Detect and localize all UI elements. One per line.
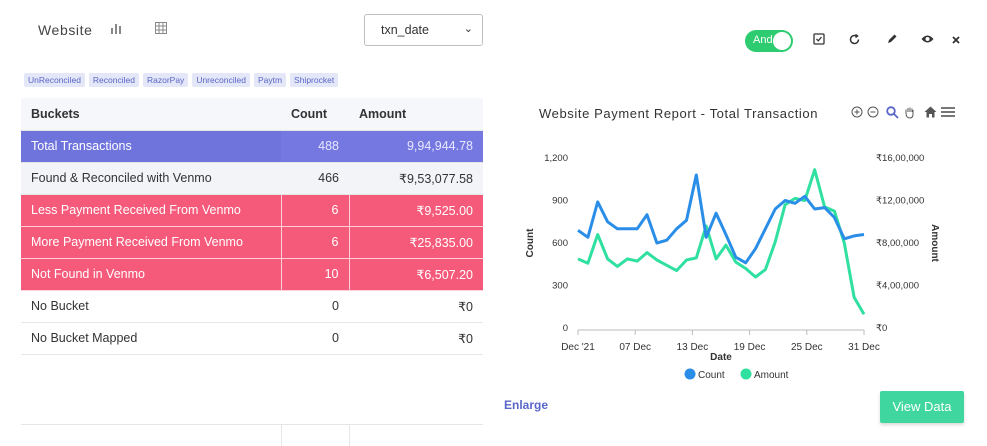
filter-tag[interactable]: Unreconciled bbox=[192, 73, 250, 87]
bucket-name: Not Found in Venmo bbox=[21, 258, 281, 291]
table-row[interactable]: Not Found in Venmo 10 ₹6,507.20 bbox=[21, 258, 483, 291]
y-right-tick-label: ₹12,00,000 bbox=[876, 196, 924, 207]
bucket-count: 0 bbox=[281, 290, 349, 323]
buckets-table: Buckets Count Amount Total Transactions … bbox=[21, 98, 483, 355]
legend-label-count: Count bbox=[698, 370, 725, 381]
refresh-icon[interactable] bbox=[848, 33, 861, 49]
view-data-button[interactable]: View Data bbox=[880, 391, 964, 423]
y-right-tick-label: ₹16,00,000 bbox=[876, 153, 924, 164]
table-row[interactable]: More Payment Received From Venmo 6 ₹25,8… bbox=[21, 226, 483, 259]
x-tick-label: 25 Dec bbox=[791, 342, 823, 353]
bucket-count: 466 bbox=[281, 162, 349, 195]
bucket-amount: ₹0 bbox=[349, 290, 483, 323]
column-header-count: Count bbox=[281, 98, 349, 131]
legend-marker-amount bbox=[740, 368, 752, 380]
x-tick-label: Dec '21 bbox=[561, 342, 595, 353]
bucket-count: 0 bbox=[281, 322, 349, 355]
column-header-amount: Amount bbox=[349, 98, 483, 131]
y-left-tick-label: 1,200 bbox=[544, 153, 568, 164]
series-line-count bbox=[577, 173, 865, 265]
x-axis-label: Date bbox=[710, 352, 732, 363]
bucket-name: Less Payment Received From Venmo bbox=[21, 194, 281, 227]
table-row[interactable]: No Bucket 0 ₹0 bbox=[21, 290, 483, 323]
legend-marker-count bbox=[684, 368, 696, 380]
filter-tag[interactable]: Paytm bbox=[253, 73, 287, 87]
bar-chart-icon[interactable] bbox=[110, 22, 122, 37]
eye-icon[interactable] bbox=[921, 33, 934, 48]
y-left-tick-label: 900 bbox=[552, 196, 568, 207]
bucket-amount: ₹0 bbox=[349, 322, 483, 355]
pan-hand-icon[interactable] bbox=[903, 106, 916, 122]
filter-tags: UnReconciled Reconciled RazorPay Unrecon… bbox=[24, 73, 339, 87]
toggle-knob bbox=[773, 32, 791, 50]
y-left-tick-label: 0 bbox=[563, 323, 568, 334]
legend-label-amount: Amount bbox=[754, 370, 789, 381]
home-icon[interactable] bbox=[924, 106, 937, 121]
table-grid-icon[interactable] bbox=[155, 22, 167, 37]
table-footer-divider bbox=[21, 424, 483, 446]
table-row[interactable]: Found & Reconciled with Venmo 466 ₹9,53,… bbox=[21, 162, 483, 195]
bucket-count: 10 bbox=[280, 258, 349, 291]
table-row[interactable]: Total Transactions 488 9,94,944.78 bbox=[21, 130, 483, 163]
toggle-label: And bbox=[753, 34, 773, 46]
bucket-name: More Payment Received From Venmo bbox=[21, 226, 281, 259]
y-left-tick-label: 300 bbox=[552, 281, 568, 292]
filter-tag[interactable]: UnReconciled bbox=[24, 73, 85, 87]
table-row[interactable]: Less Payment Received From Venmo 6 ₹9,52… bbox=[21, 194, 483, 227]
pencil-icon[interactable] bbox=[886, 33, 898, 48]
chart-title: Website Payment Report - Total Transacti… bbox=[539, 106, 819, 121]
close-icon[interactable] bbox=[951, 33, 961, 48]
y-right-tick-label: ₹0 bbox=[876, 323, 887, 334]
bucket-count: 6 bbox=[280, 194, 349, 227]
bucket-name: No Bucket bbox=[21, 290, 281, 323]
table-row[interactable]: No Bucket Mapped 0 ₹0 bbox=[21, 322, 483, 355]
x-tick-label: 07 Dec bbox=[619, 342, 651, 353]
page-title: Website bbox=[38, 22, 93, 38]
menu-icon[interactable] bbox=[941, 106, 955, 121]
x-tick-label: 19 Dec bbox=[734, 342, 766, 353]
date-field-select[interactable]: txn_date ⌄ bbox=[364, 14, 483, 46]
y-left-axis-label: Count bbox=[525, 228, 536, 258]
chevron-down-icon: ⌄ bbox=[463, 23, 473, 35]
bucket-name: Found & Reconciled with Venmo bbox=[21, 162, 281, 195]
zoom-in-icon[interactable] bbox=[851, 106, 863, 121]
enlarge-link[interactable]: Enlarge bbox=[504, 398, 549, 412]
filter-tag[interactable]: Shiprocket bbox=[290, 73, 339, 87]
y-right-tick-label: ₹8,00,000 bbox=[876, 238, 919, 249]
y-right-tick-label: ₹4,00,000 bbox=[876, 281, 919, 292]
bucket-amount: ₹9,53,077.58 bbox=[349, 162, 483, 195]
bucket-amount: ₹25,835.00 bbox=[348, 226, 483, 259]
y-right-axis-label: Amount bbox=[929, 224, 940, 262]
bucket-amount: ₹6,507.20 bbox=[348, 258, 483, 291]
and-toggle[interactable]: And bbox=[745, 30, 793, 52]
bucket-name: Total Transactions bbox=[21, 130, 281, 163]
x-tick-label: 13 Dec bbox=[677, 342, 709, 353]
series-line-amount bbox=[577, 168, 866, 315]
bucket-amount: 9,94,944.78 bbox=[349, 130, 483, 163]
bucket-count: 488 bbox=[281, 130, 349, 163]
bucket-name: No Bucket Mapped bbox=[21, 322, 281, 355]
select-value: txn_date bbox=[381, 23, 429, 37]
column-header-buckets: Buckets bbox=[21, 98, 281, 131]
magnifier-icon[interactable] bbox=[886, 106, 899, 122]
filter-tag[interactable]: RazorPay bbox=[142, 73, 189, 87]
filter-tag[interactable]: Reconciled bbox=[88, 73, 139, 87]
x-tick-label: 31 Dec bbox=[848, 342, 880, 353]
y-left-tick-label: 600 bbox=[552, 238, 568, 249]
bucket-count: 6 bbox=[280, 226, 349, 259]
table-header-row: Buckets Count Amount bbox=[21, 98, 483, 131]
payment-line-chart: 0 300 600 900 1,200 ₹0 ₹4,00,000 ₹8,00,000 ₹12,0… bbox=[525, 153, 940, 381]
checkbox-icon[interactable] bbox=[813, 33, 825, 48]
zoom-out-icon[interactable] bbox=[867, 106, 879, 121]
bucket-amount: ₹9,525.00 bbox=[348, 194, 483, 227]
